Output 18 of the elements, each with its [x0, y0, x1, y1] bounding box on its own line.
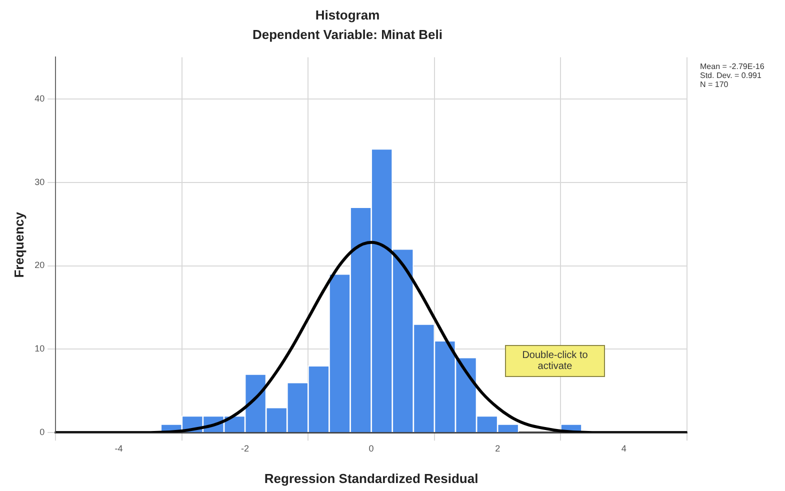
text: Std. Dev. = 0.991	[700, 71, 762, 80]
text: N = 170	[700, 80, 730, 89]
y-tick-label: 40	[34, 93, 45, 104]
x-tick-label: 0	[368, 443, 374, 454]
text: Mean = -2.79E-16	[700, 62, 764, 71]
x-tick-label: 2	[495, 443, 500, 454]
x-tick-label: -4	[114, 443, 123, 454]
chart-subtitle: Dependent Variable: Minat Beli	[252, 26, 442, 42]
x-axis-title: Regression Standardized Residual	[264, 470, 478, 486]
y-tick-label: 30	[34, 176, 45, 187]
popup-note: Double-click to activate	[505, 345, 605, 377]
chart-title: Histogram	[315, 7, 380, 22]
y-axis-title: Frequency	[11, 211, 26, 278]
y-tick-label: 0	[40, 427, 45, 438]
y-tick-label: 20	[34, 260, 45, 270]
x-tick-label: 4	[621, 443, 626, 454]
y-tick-label: 10	[34, 344, 45, 354]
x-tick-label: -2	[241, 443, 250, 454]
